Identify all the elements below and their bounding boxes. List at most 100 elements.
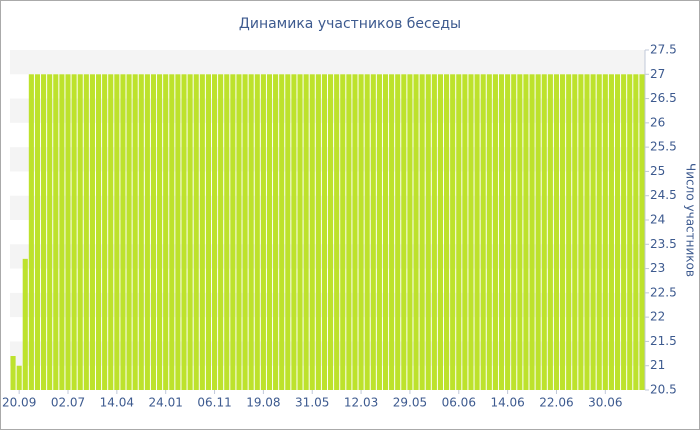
x-tick-label: 06.11 [197, 396, 231, 410]
bar [224, 74, 230, 391]
bar [462, 74, 468, 391]
bar [34, 74, 41, 391]
bar [254, 74, 260, 391]
bar [169, 74, 175, 391]
y-tick-label: 23.5 [650, 237, 677, 251]
bar [95, 74, 102, 391]
bar [376, 74, 382, 391]
bar [431, 74, 437, 391]
bar [242, 74, 248, 391]
x-tick-label: 02.07 [51, 396, 85, 410]
bar [602, 74, 608, 391]
bar [309, 74, 315, 391]
bar [163, 74, 169, 391]
bar [370, 74, 376, 391]
x-tick-label: 31.05 [295, 396, 329, 410]
bar [114, 74, 120, 391]
bar [193, 74, 199, 391]
bar [266, 74, 273, 391]
x-tick-label: 29.05 [393, 396, 427, 410]
x-tick-label: 19.08 [246, 396, 280, 410]
bar [486, 74, 492, 391]
x-tick-label: 24.01 [149, 396, 183, 410]
bar [511, 74, 517, 391]
bar [273, 74, 279, 391]
bar [126, 74, 132, 391]
y-tick-label: 23 [650, 261, 665, 275]
bar [437, 74, 444, 391]
x-tick-label: 20.09 [2, 396, 36, 410]
bar [456, 74, 462, 391]
bar [291, 74, 297, 391]
bar [578, 74, 584, 391]
bar [59, 74, 65, 391]
y-tick-label: 27.5 [650, 43, 677, 57]
bar [22, 258, 28, 390]
bar [150, 74, 157, 391]
bar [199, 74, 205, 391]
bar [102, 74, 108, 391]
x-tick-label: 06.06 [442, 396, 476, 410]
bar [327, 74, 334, 391]
y-axis-label: Число участников [684, 163, 698, 277]
x-tick-label: 14.06 [490, 396, 524, 410]
bar [285, 74, 291, 391]
bar [535, 74, 541, 391]
bar [480, 74, 486, 391]
bar [596, 74, 602, 391]
bar [358, 74, 364, 391]
bar [474, 74, 480, 391]
grid-band [10, 50, 645, 75]
bar [498, 74, 505, 391]
bar [443, 74, 450, 391]
bar [346, 74, 352, 391]
bar [315, 74, 321, 391]
bar [541, 74, 547, 391]
bar [572, 74, 578, 391]
bar [132, 74, 138, 391]
bar [297, 74, 303, 391]
x-tick-label: 22.06 [539, 396, 573, 410]
bar [450, 74, 456, 391]
bar [65, 74, 71, 391]
bar [590, 74, 596, 391]
bar [144, 74, 150, 391]
bar [584, 74, 590, 391]
bar [181, 74, 187, 391]
y-tick-label: 21.5 [650, 334, 677, 348]
y-tick-label: 26.5 [650, 91, 677, 105]
bar [566, 74, 572, 391]
bar [10, 356, 16, 390]
bar [407, 74, 413, 391]
bar [16, 365, 22, 390]
y-tick-label: 20.5 [650, 383, 677, 397]
bar [218, 74, 224, 391]
y-tick-label: 24 [650, 213, 665, 227]
bar [468, 74, 474, 391]
bar [413, 74, 419, 391]
bar [560, 74, 566, 391]
bar [492, 74, 498, 391]
bar [547, 74, 553, 391]
bar [236, 74, 242, 391]
bar [83, 74, 89, 391]
y-tick-label: 25 [650, 164, 665, 178]
bar [627, 74, 633, 391]
bar [334, 74, 340, 391]
bar [523, 74, 529, 391]
bar [321, 74, 328, 391]
bar [279, 74, 285, 391]
bar [211, 74, 218, 391]
bar [419, 74, 425, 391]
bar [614, 74, 621, 391]
bar [205, 74, 212, 391]
bar [553, 74, 560, 391]
y-tick-label: 22.5 [650, 285, 677, 299]
bar [120, 74, 126, 391]
bar [77, 74, 83, 391]
bar [352, 74, 358, 391]
bar [108, 74, 114, 391]
bar [260, 74, 266, 391]
y-tick-label: 26 [650, 115, 665, 129]
